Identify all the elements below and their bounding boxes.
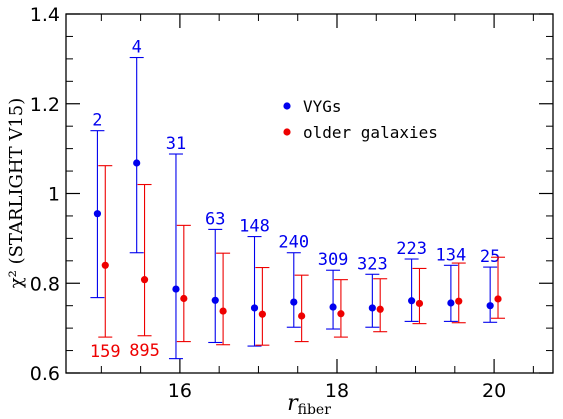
data-point: [180, 294, 188, 303]
data-point: [368, 304, 376, 312]
data-point: [455, 297, 463, 305]
count-label: 159: [90, 342, 121, 362]
axis-tick-labels: 16 18 20 0.6 0.8 1 1.2 1.4: [30, 4, 506, 402]
data-point: [211, 296, 219, 304]
series-0: 2 4 31 63 148 240 309 323 223 134 25: [90, 38, 500, 360]
data-point: [219, 307, 227, 315]
data-point: [329, 303, 337, 311]
count-label: 25: [480, 247, 500, 267]
data-point: [290, 298, 298, 306]
count-label: 309: [318, 250, 349, 270]
axis-ticks: [66, 13, 553, 374]
y-tick-label: 1: [48, 184, 60, 206]
series-layer: 2 4 31 63 148 240 309 323 223 134 25 159 895: [90, 38, 506, 362]
data-point: [494, 295, 502, 303]
y-tick-label: 0.8: [30, 273, 60, 295]
count-label: 240: [278, 233, 309, 253]
y-axis-label: χ² (STARLIGHT V15): [6, 98, 27, 289]
y-tick-label: 1.2: [30, 94, 60, 116]
count-label: 4: [132, 38, 142, 58]
data-point: [250, 304, 259, 312]
count-label: 31: [166, 134, 186, 154]
y-tick-label: 1.4: [30, 4, 60, 26]
data-point: [140, 276, 149, 284]
x-axis-label: rfiber: [287, 391, 331, 418]
x-axis-label-main: r: [287, 391, 299, 416]
data-point: [172, 285, 180, 293]
plot-frame: [65, 13, 554, 374]
legend-marker-older-galaxies: [283, 128, 291, 136]
data-point: [101, 261, 109, 269]
series-1: 159 895: [90, 165, 506, 362]
count-label: 134: [436, 245, 467, 265]
data-point: [337, 310, 345, 318]
data-point: [376, 305, 384, 313]
legend-label-older-galaxies: older galaxies: [303, 123, 438, 142]
data-point: [133, 159, 141, 167]
data-point: [93, 210, 102, 218]
data-point: [447, 299, 455, 307]
legend: VYGs older galaxies: [283, 97, 438, 142]
legend-label-vygs: VYGs: [303, 97, 342, 116]
data-point: [415, 299, 424, 308]
data-point: [258, 310, 266, 318]
data-point: [298, 312, 306, 320]
y-tick-label: 0.6: [30, 363, 60, 385]
x-axis-label-subscript: fiber: [298, 402, 332, 418]
data-point: [408, 297, 416, 305]
count-label: 2: [92, 111, 102, 131]
x-tick-label: 20: [482, 380, 506, 402]
count-label: 223: [396, 239, 427, 259]
data-point: [486, 302, 494, 310]
legend-marker-vygs: [283, 102, 291, 110]
x-tick-label: 18: [325, 380, 349, 402]
count-label: 63: [205, 209, 225, 229]
x-tick-label: 16: [168, 380, 192, 402]
count-label: 148: [239, 217, 270, 237]
count-label: 323: [357, 254, 388, 274]
count-label: 895: [129, 341, 160, 361]
